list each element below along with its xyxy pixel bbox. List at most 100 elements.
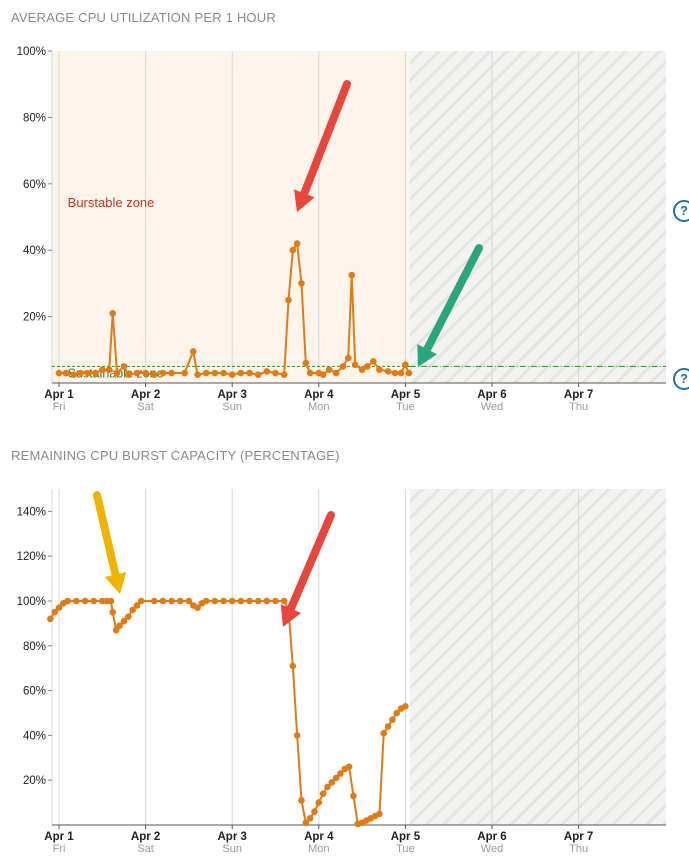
x-tick-label: Apr 7 (564, 831, 593, 843)
data-point (109, 608, 116, 616)
data-point (168, 369, 175, 377)
y-tick-label: 140% (17, 506, 46, 518)
data-point (337, 770, 344, 777)
data-point (272, 369, 279, 377)
data-point (237, 597, 245, 605)
data-point (116, 622, 123, 629)
data-point (228, 371, 236, 379)
x-tick-label: Apr 1 (44, 389, 74, 401)
data-point (344, 354, 352, 362)
x-tick-label: Apr 5 (391, 389, 421, 401)
x-tick-label: Apr 4 (304, 389, 334, 401)
data-point (302, 819, 310, 827)
data-point (112, 626, 120, 634)
data-point (246, 369, 253, 377)
data-point (263, 597, 271, 605)
data-point (348, 271, 356, 279)
data-point (92, 369, 99, 377)
data-point (280, 371, 288, 379)
y-tick-label: 60% (23, 179, 46, 191)
data-point (397, 369, 405, 377)
data-point (133, 369, 141, 377)
data-point (109, 309, 116, 317)
data-point (81, 597, 89, 605)
data-point (405, 369, 413, 377)
y-tick-label: 80% (23, 641, 46, 653)
x-tick-label: Apr 1 (44, 831, 74, 843)
data-point (150, 597, 158, 605)
data-point (55, 369, 63, 377)
x-tick-day-label: Thu (569, 401, 588, 413)
x-tick-day-label: Sun (222, 843, 242, 855)
data-point (289, 246, 297, 254)
y-tick-label: 100% (17, 596, 46, 608)
data-point (376, 366, 383, 374)
data-point (137, 597, 145, 605)
x-tick-label: Apr 3 (217, 389, 246, 401)
burstable-zone-label: Burstable zone (68, 195, 155, 210)
data-point (311, 808, 318, 815)
y-tick-label: 20% (23, 775, 46, 787)
data-point (306, 814, 314, 822)
x-tick-day-label: Tue (396, 401, 415, 413)
data-point (315, 799, 323, 806)
x-tick-day-label: Sun (222, 401, 242, 413)
y-tick-label: 40% (23, 245, 46, 257)
data-point (47, 615, 54, 623)
data-point (150, 371, 158, 379)
x-tick-label: Apr 5 (391, 831, 421, 843)
data-point (51, 608, 58, 616)
data-point (70, 371, 78, 379)
data-point (384, 723, 392, 730)
x-tick-day-label: Fri (53, 843, 66, 855)
cpu-utilization-title: AVERAGE CPU UTILIZATION PER 1 HOUR (11, 10, 276, 25)
data-point (358, 366, 366, 374)
data-point (220, 369, 227, 377)
data-point (176, 597, 184, 605)
x-tick-label: Apr 6 (477, 389, 506, 401)
data-point (133, 602, 141, 609)
data-point (285, 296, 292, 304)
data-point (194, 371, 201, 379)
data-point (62, 369, 70, 377)
x-tick-label: Apr 3 (217, 831, 246, 843)
data-point (376, 810, 383, 818)
data-point (298, 280, 305, 287)
data-point (298, 797, 305, 804)
x-tick-day-label: Wed (481, 843, 503, 855)
data-point (293, 732, 301, 739)
burst-capacity-title: REMAINING CPU BURST CAPACITY (PERCENTAGE… (11, 448, 340, 463)
data-point (402, 702, 409, 710)
x-tick-day-label: Sat (137, 401, 154, 413)
series-line (49, 600, 406, 825)
data-point (220, 597, 227, 605)
data-point (90, 597, 97, 605)
data-point (159, 597, 167, 605)
data-point (350, 792, 357, 800)
x-tick-day-label: Sat (137, 843, 154, 855)
data-point (328, 779, 336, 786)
data-point (363, 363, 371, 370)
data-point (120, 363, 128, 370)
data-point (84, 369, 91, 377)
data-point (332, 774, 340, 782)
x-tick-label: Apr 2 (131, 831, 160, 843)
y-tick-label: 60% (23, 686, 46, 698)
x-tick-day-label: Mon (308, 401, 329, 413)
data-point (185, 597, 193, 605)
data-point (159, 369, 167, 377)
sustainable-zone-help-icon[interactable]: ? (673, 368, 689, 390)
data-point (345, 763, 353, 771)
data-point (263, 368, 271, 375)
data-point (129, 606, 136, 614)
data-point (339, 363, 347, 370)
yellow-arrow (93, 491, 127, 594)
x-tick-label: Apr 7 (564, 389, 593, 401)
data-point (237, 369, 245, 377)
x-tick-day-label: Fri (53, 401, 66, 413)
burstable-zone-help-icon[interactable]: ? (673, 200, 689, 222)
data-point (246, 597, 253, 605)
y-tick-label: 80% (23, 112, 46, 124)
x-tick-label: Apr 4 (304, 831, 334, 843)
